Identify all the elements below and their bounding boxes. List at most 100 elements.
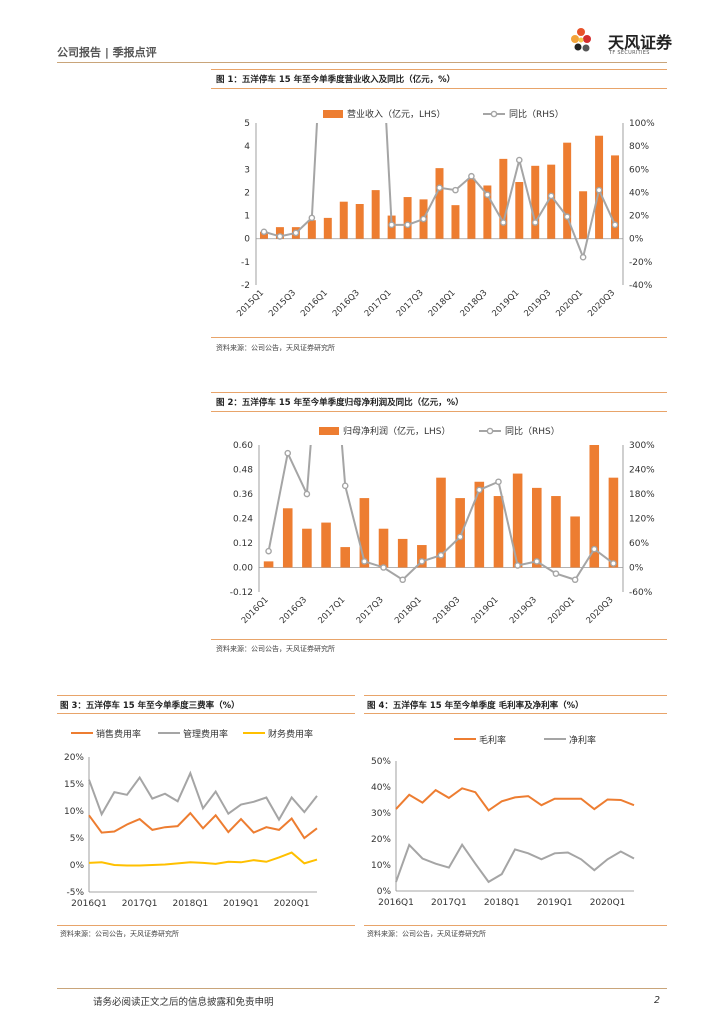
y-right-tick-label: 0% — [629, 235, 644, 245]
y-tick-label: 10% — [371, 861, 391, 871]
fig3-title: 图 3：五洋停车 15 年至今单季度三费率（%） — [60, 701, 240, 711]
line-marker — [436, 184, 443, 192]
legend-label: 销售费用率 — [96, 728, 141, 740]
x-tick-label: 2015Q1 — [235, 288, 266, 319]
fig3-title-rule — [57, 713, 355, 714]
x-tick-label: 2016Q1 — [299, 288, 330, 319]
x-tick-label: 2018Q1 — [393, 595, 424, 626]
line-series — [88, 811, 318, 840]
x-tick-label: 2018Q1 — [484, 898, 520, 908]
y-left-tick-label: 2 — [244, 188, 250, 198]
fig2-chart: -0.12 0.00 0.12 0.24 0.36 0.48 0.60 -60% 0% 60% 12… — [230, 425, 655, 626]
line-marker — [515, 156, 523, 164]
y-left-tick-label: 1 — [244, 212, 250, 222]
legend-label: 财务费用率 — [268, 728, 313, 740]
x-tick-label: 2019Q1 — [223, 899, 259, 909]
fig2-bottom-rule — [211, 639, 667, 640]
bar — [403, 197, 412, 239]
y-right-tick-label: 0% — [629, 564, 644, 574]
line-marker — [380, 564, 387, 571]
x-tick-label: 2019Q1 — [490, 288, 521, 319]
y-left-tick-label: 5 — [244, 119, 250, 129]
fig1-title-rule — [211, 88, 667, 89]
bar — [436, 477, 446, 568]
x-tick-label: 2018Q3 — [431, 595, 462, 626]
x-tick-label: 2016Q1 — [240, 595, 271, 626]
bar — [323, 217, 332, 239]
bar — [417, 545, 427, 568]
y-tick-label: 0% — [377, 887, 392, 897]
fig3-top-rule — [57, 695, 355, 696]
legend-label: 毛利率 — [479, 734, 506, 746]
legend-bar-label: 营业收入（亿元，LHS） — [347, 108, 446, 120]
line-marker — [484, 191, 491, 199]
line-marker — [292, 229, 300, 237]
y-right-tick-label: 120% — [629, 515, 655, 525]
y-right-tick-label: 20% — [629, 212, 649, 222]
bar — [259, 231, 268, 239]
y-tick-label: 20% — [64, 753, 84, 763]
y-right-tick-label: 240% — [629, 466, 655, 476]
line-marker — [303, 490, 311, 498]
legend-label: 净利率 — [569, 734, 596, 746]
x-tick-label: 2016Q3 — [331, 288, 362, 319]
x-tick-label: 2017Q1 — [363, 288, 394, 319]
x-tick-label: 2019Q3 — [508, 595, 539, 626]
bar — [302, 528, 312, 568]
fig1-chart: -2 -1 0 1 2 3 4 5 -40% -20% 0% 20% 40% 60% 80% 100% 2015… — [235, 108, 655, 319]
bar — [589, 445, 600, 568]
bar — [532, 487, 542, 568]
line-marker — [276, 233, 284, 240]
bar — [339, 201, 348, 239]
x-tick-label: 2017Q3 — [395, 288, 426, 319]
fig4-title: 图 4：五洋停车 15 年至今单季度 毛利率及净利率（%） — [367, 701, 584, 711]
logo-text-en: TF SECURITIES — [609, 50, 650, 56]
y-left-tick-label: 0.60 — [233, 441, 253, 451]
y-tick-label: 20% — [371, 835, 391, 845]
y-right-tick-label: 180% — [629, 490, 655, 500]
bar — [371, 190, 380, 239]
line-marker — [579, 253, 587, 261]
line-series — [395, 842, 635, 884]
footer-disclaimer[interactable]: 请务必阅读正文之后的信息披露和免责申明 — [93, 997, 274, 1008]
bar — [531, 165, 540, 239]
x-tick-label: 2020Q3 — [586, 288, 617, 319]
y-left-tick-label: 0.48 — [233, 466, 253, 476]
line-series — [88, 851, 318, 867]
legend-line-marker — [486, 427, 494, 435]
x-tick-label: 2017Q1 — [122, 899, 158, 909]
line-marker — [452, 186, 459, 194]
fig3-chart: -5% 0% 5% 10% 15% 20% 2016Q1 2017Q1 2018Q1 2019Q1… — [64, 728, 318, 909]
legend-bar-swatch — [323, 110, 343, 118]
fig2-title-rule — [211, 411, 667, 412]
footer-divider — [57, 988, 667, 989]
legend-line-label: 同比（RHS） — [505, 425, 560, 437]
bar — [579, 191, 588, 239]
legend-line-label: 同比（RHS） — [509, 108, 564, 120]
y-left-tick-label: -1 — [241, 258, 250, 268]
line-marker — [531, 219, 539, 226]
fig4-source: 资料来源：公司公告，天风证券研究所 — [367, 930, 486, 938]
bar — [451, 205, 460, 239]
line-marker — [361, 558, 368, 565]
bar — [611, 155, 620, 239]
line-marker — [308, 214, 316, 222]
bar — [474, 481, 485, 568]
fig1-bottom-rule — [211, 337, 667, 338]
y-left-tick-label: -2 — [241, 281, 250, 291]
x-tick-label: 2020Q1 — [590, 898, 626, 908]
bar — [359, 498, 370, 568]
y-left-tick-label: 0 — [244, 235, 250, 245]
y-tick-label: 30% — [371, 809, 391, 819]
bar — [435, 168, 444, 239]
bar — [563, 142, 572, 239]
fig2-source: 资料来源：公司公告，天风证券研究所 — [216, 645, 335, 653]
y-tick-label: 0% — [70, 861, 85, 871]
line-marker — [571, 576, 579, 584]
y-left-tick-label: 3 — [244, 165, 250, 175]
y-right-tick-label: 300% — [629, 441, 655, 451]
y-tick-label: 40% — [371, 783, 391, 793]
bar — [340, 547, 350, 568]
bar — [608, 477, 619, 568]
line-marker — [610, 560, 617, 567]
